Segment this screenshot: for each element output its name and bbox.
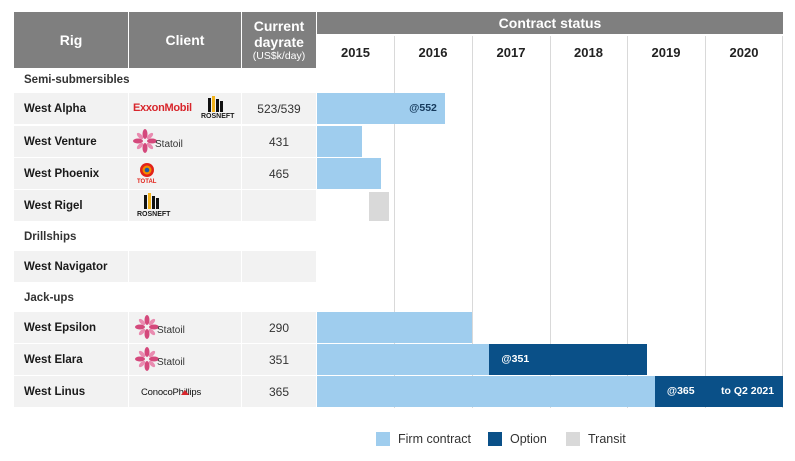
section-semi-submersibles: Semi-submersibles	[24, 74, 130, 86]
gantt-bar-west-epsilon-firm-contract	[317, 312, 473, 343]
statoil-logo-icon	[133, 129, 157, 153]
rosneft-emblem-icon	[144, 193, 159, 209]
client-cell-west-phoenix: TOTAL	[129, 158, 241, 189]
statoil-wordmark: Statoil	[155, 139, 183, 150]
dayrate-west-epsilon: 290	[242, 312, 316, 343]
section-jack-ups: Jack-ups	[24, 292, 74, 304]
rig-name-west-elara: West Elara	[14, 344, 128, 375]
client-cell-west-rigel: ROSNEFT	[129, 190, 241, 221]
dayrate-column-header: Current dayrate (US$k/day)	[242, 12, 316, 68]
total-wordmark: TOTAL	[137, 179, 157, 185]
dayrate-west-phoenix: 465	[242, 158, 316, 189]
gantt-bar-label-west-alpha: @552	[409, 102, 437, 114]
legend-swatch-firm-contract	[376, 432, 390, 446]
rosneft-logo: ROSNEFT	[199, 95, 235, 122]
rig-name-west-alpha: West Alpha	[14, 93, 128, 124]
conocophillips-mark-icon	[181, 382, 189, 395]
client-cell-west-alpha: ExxonMobil ROSNEFT	[129, 93, 241, 124]
dayrate-west-navigator	[242, 251, 316, 282]
rig-name-west-navigator: West Navigator	[14, 251, 128, 282]
gridline-2019	[627, 36, 628, 408]
rig-name-west-phoenix: West Phoenix	[14, 158, 128, 189]
rig-name-west-rigel: West Rigel	[14, 190, 128, 221]
year-header-2015: 2015	[341, 44, 370, 60]
client-cell-west-navigator	[129, 251, 241, 282]
legend-label-transit: Transit	[588, 432, 626, 446]
rosneft-wordmark: ROSNEFT	[137, 211, 171, 218]
gantt-bar-west-elara-firm-contract	[317, 344, 490, 375]
rig-column-header: Rig	[14, 12, 128, 68]
gantt-bar-label-west-linus: @365	[666, 385, 695, 397]
gantt-bar-west-linus-firm-contract	[317, 376, 655, 407]
year-header-2018: 2018	[574, 44, 603, 60]
gantt-bar-label-west-elara: @351	[501, 353, 530, 365]
total-logo-icon	[137, 161, 157, 179]
rosneft-emblem-icon	[208, 96, 223, 112]
gantt-bar-west-phoenix-firm-contract	[317, 158, 381, 189]
statoil-logo-icon	[135, 347, 159, 371]
contract-status-header: Contract status	[317, 12, 783, 34]
dayrate-west-alpha: 523/539	[242, 93, 316, 124]
gridline-end	[782, 36, 783, 408]
section-drillships: Drillships	[24, 231, 77, 243]
client-cell-west-venture: Statoil	[129, 126, 241, 157]
conocophillips-logo: ConocoPhillips	[141, 387, 202, 398]
year-header-2017: 2017	[496, 44, 526, 60]
statoil-logo-icon	[135, 315, 159, 339]
gantt-bar-west-rigel-transit	[369, 192, 390, 221]
rosneft-wordmark: ROSNEFT	[201, 113, 235, 120]
client-column-header: Client	[129, 12, 241, 68]
dayrate-west-elara: 351	[242, 344, 316, 375]
dayrate-west-venture: 431	[242, 126, 316, 157]
legend-swatch-option	[488, 432, 502, 446]
dayrate-header-line1: Current	[253, 17, 305, 34]
rosneft-logo: ROSNEFT	[135, 192, 175, 219]
rig-name-west-epsilon: West Epsilon	[14, 312, 128, 343]
gantt-bar-west-linus-option	[654, 376, 783, 407]
statoil-wordmark: Statoil	[157, 357, 185, 368]
exxonmobil-logo: ExxonMobil	[133, 102, 192, 114]
dayrate-west-linus: 365	[242, 376, 316, 407]
client-cell-west-linus: ConocoPhillips	[129, 376, 241, 407]
statoil-wordmark: Statoil	[157, 325, 185, 336]
dayrate-header-unit: (US$k/day)	[252, 49, 306, 62]
rig-name-west-venture: West Venture	[14, 126, 128, 157]
legend-label-option: Option	[510, 432, 547, 446]
year-header-2016: 2016	[418, 44, 448, 60]
client-cell-west-epsilon: Statoil	[129, 312, 241, 343]
gridline-2020	[705, 36, 706, 408]
gridline-2017	[472, 36, 473, 408]
legend: Firm contract Option Transit	[376, 430, 736, 450]
year-header-2020: 2020	[729, 44, 759, 60]
rig-name-west-linus: West Linus	[14, 376, 128, 407]
contract-gantt-area: @552 @351 @365 to Q2 2021	[317, 0, 783, 461]
year-header-2019: 2019	[651, 44, 681, 60]
gridline-2016	[394, 36, 395, 408]
dayrate-west-rigel	[242, 190, 316, 221]
legend-swatch-transit	[566, 432, 580, 446]
gantt-bar-sublabel-west-linus: to Q2 2021	[721, 385, 775, 397]
legend-label-firm-contract: Firm contract	[398, 432, 471, 446]
gantt-bar-west-alpha-firm-contract	[317, 93, 446, 124]
dayrate-header-line2: dayrate	[254, 33, 304, 50]
gridline-2018	[550, 36, 551, 408]
gantt-bar-west-elara-option	[489, 344, 648, 375]
client-cell-west-elara: Statoil	[129, 344, 241, 375]
year-header-row: 2015 2016 2017 2018 2019 2020	[317, 36, 783, 68]
gantt-bar-west-venture-firm-contract	[317, 126, 363, 157]
